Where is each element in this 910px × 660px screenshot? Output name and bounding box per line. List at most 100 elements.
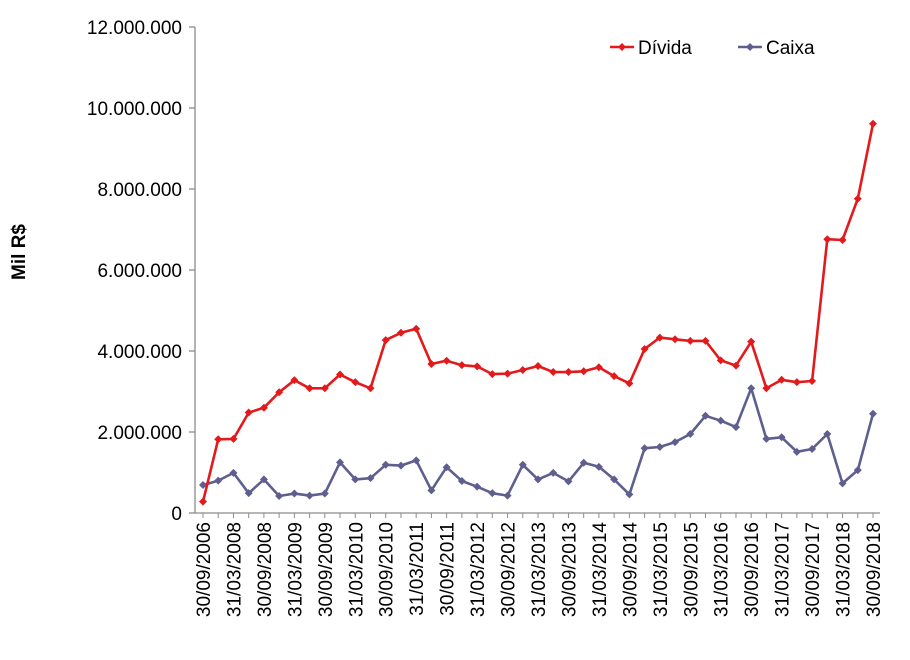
data-point [640,344,649,353]
data-point [549,368,558,377]
data-point [199,497,207,506]
data-point [427,359,436,368]
data-point [564,368,573,377]
x-tick-label: 30/09/2006 [194,522,215,617]
data-point [838,236,847,245]
data-point [442,463,451,472]
data-point [716,416,725,425]
data-point [823,430,832,439]
data-point [792,447,801,456]
data-point [457,361,466,370]
data-point [381,460,390,469]
data-point [473,482,482,491]
data-point [747,384,756,393]
data-point [336,370,345,379]
data-point [244,408,253,417]
legend-marker [618,43,626,51]
y-tick-label: 8.000.000 [97,180,182,201]
x-tick-label: 30/09/2013 [559,522,580,617]
x-tick-label: 30/09/2016 [742,522,763,617]
data-point [701,336,710,345]
x-tick-label: 30/09/2010 [377,522,398,617]
x-tick-label: 31/03/2008 [224,522,245,617]
data-point [610,475,619,484]
data-point [518,366,527,375]
x-tick-label: 30/09/2008 [255,522,276,617]
legend-label: Caixa [766,38,815,59]
data-point [275,491,284,500]
legend: Dívida Caixa [610,38,815,59]
x-tick-label: 31/03/2009 [285,522,306,617]
data-point [336,458,345,467]
data-point [412,324,421,333]
data-point [625,379,634,388]
data-point [259,475,268,484]
y-axis-label: Mil R$ [9,224,30,280]
y-tick-label: 2.000.000 [97,423,182,444]
data-point [488,489,497,498]
data-point [351,378,360,387]
y-tick-label: 10.000.000 [87,99,182,120]
x-tick-label: 30/09/2009 [316,522,337,617]
x-tick-label: 31/03/2015 [651,522,672,617]
legend-item: Caixa [738,38,815,59]
data-point [777,375,786,384]
series-line [201,123,875,503]
x-tick-label: 31/03/2011 [407,522,428,616]
legend-label: Dívida [638,38,692,59]
data-point [320,384,329,393]
data-point [655,442,664,451]
data-point [594,462,603,471]
data-point [534,361,542,370]
data-point [731,423,740,432]
data-point [549,468,558,477]
data-point [762,434,771,443]
data-point [853,466,862,475]
legend-marker [746,43,754,51]
x-tick-label: 31/03/2013 [529,522,550,617]
data-point [503,369,512,378]
data-point [808,376,817,385]
data-point [579,367,588,376]
x-tick-label: 30/09/2018 [864,522,885,617]
y-tick-label: 4.000.000 [97,342,182,363]
data-point [747,337,756,346]
data-point [473,362,482,371]
x-tick-label: 31/03/2017 [773,522,794,617]
series-dívida [199,119,877,506]
series-caixa [199,384,877,500]
y-tick-label: 12.000.000 [87,18,182,39]
x-axis: 30/09/2006 31/03/2008 30/09/2008 31/03/2009… [194,512,885,618]
data-point [381,336,390,345]
x-tick-label: 30/09/2011 [438,522,459,616]
x-tick-label: 30/09/2012 [499,522,520,617]
data-point [259,403,268,412]
data-point [214,435,223,444]
data-point [290,489,299,498]
data-point [610,372,619,381]
y-axis: 0 2.000.000 4.000.000 6.000.000 8.000.000 10.… [87,18,196,525]
data-point [427,486,436,495]
data-point [701,411,710,420]
data-point [214,476,223,485]
data-point [199,481,207,490]
data-point [853,194,862,203]
x-tick-label: 31/03/2014 [590,522,611,618]
x-tick-label: 31/03/2016 [712,522,733,617]
data-point [762,384,771,393]
data-point [396,461,405,470]
data-point [808,445,817,454]
data-point [396,328,405,337]
data-point [671,438,680,447]
data-point [290,376,299,385]
data-point [366,384,375,393]
data-point [503,491,512,500]
data-point [686,336,695,345]
data-point [229,468,238,477]
data-point [275,388,284,397]
data-point [792,378,801,387]
data-point [686,430,695,439]
y-tick-label: 6.000.000 [97,261,182,282]
x-tick-label: 31/03/2010 [346,522,367,617]
